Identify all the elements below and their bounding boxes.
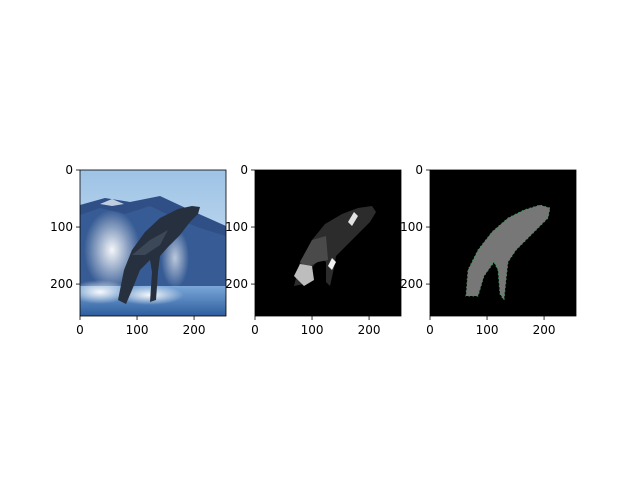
y-tick-label: 0 xyxy=(240,163,248,177)
photo-image xyxy=(80,170,226,316)
part-head xyxy=(294,264,314,286)
x-tick-label: 100 xyxy=(126,323,149,337)
part-spot xyxy=(328,258,336,270)
panel-part-mask xyxy=(254,169,402,317)
y-tick-label: 100 xyxy=(50,220,73,234)
part-tail-light xyxy=(348,212,358,226)
x-tick-label: 200 xyxy=(358,323,381,337)
y-tick-label: 200 xyxy=(50,277,73,291)
y-tick-label: 200 xyxy=(225,277,248,291)
x-tick-label: 200 xyxy=(533,323,556,337)
x-tick-label: 0 xyxy=(76,323,84,337)
y-tick-label: 100 xyxy=(225,220,248,234)
axes: 0 100 200 0 100 200 0 100 200 0 100 200 0 100 200 0 100 2… xyxy=(50,163,555,337)
panel-silhouette-mask xyxy=(429,169,577,317)
part-fin xyxy=(300,236,328,268)
x-tick-label: 100 xyxy=(476,323,499,337)
x-tick-label: 100 xyxy=(301,323,324,337)
x-tick-label: 200 xyxy=(183,323,206,337)
y-tick-label: 200 xyxy=(400,277,423,291)
part-body xyxy=(294,206,376,286)
y-tick-label: 0 xyxy=(65,163,73,177)
x-tick-label: 0 xyxy=(426,323,434,337)
y-tick-label: 100 xyxy=(400,220,423,234)
y-tick-label: 0 xyxy=(415,163,423,177)
whale-silhouette xyxy=(465,204,551,302)
x-tick-label: 0 xyxy=(251,323,259,337)
panel-photo xyxy=(79,169,227,317)
